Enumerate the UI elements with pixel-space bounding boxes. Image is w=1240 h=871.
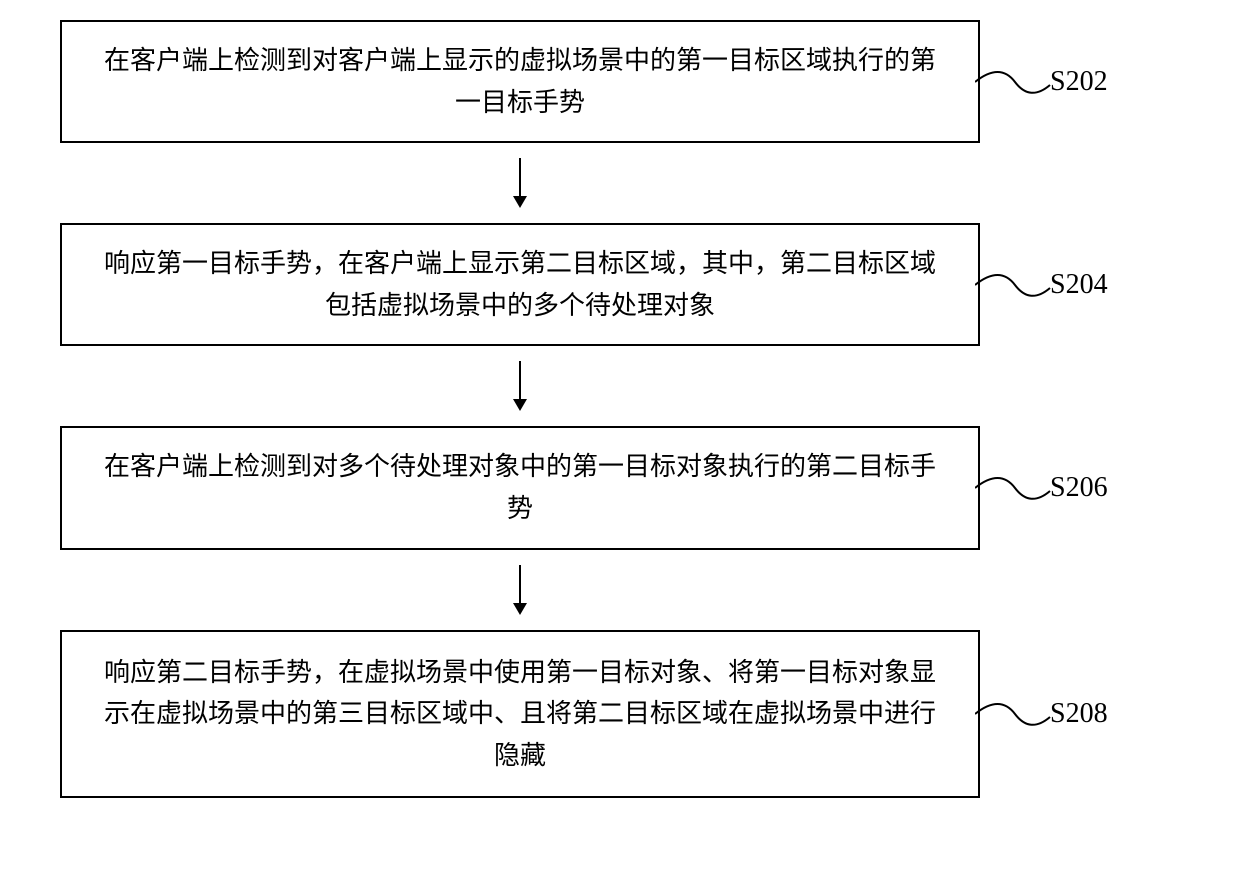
step-label-s202: S202	[1050, 66, 1108, 98]
flowchart-container: 在客户端上检测到对客户端上显示的虚拟场景中的第一目标区域执行的第一目标手势 S2…	[60, 20, 1180, 798]
connector-curve-icon	[975, 57, 1055, 107]
step-label-s204: S204	[1050, 269, 1108, 301]
arrow-container-1	[60, 143, 980, 223]
arrow-down-icon	[510, 565, 530, 615]
step-row-s204: 响应第一目标手势，在客户端上显示第二目标区域，其中，第二目标区域包括虚拟场景中的…	[60, 223, 1180, 346]
label-wrapper-s204: S204	[975, 260, 1108, 310]
step-row-s206: 在客户端上检测到对多个待处理对象中的第一目标对象执行的第二目标手势 S206	[60, 426, 1180, 549]
step-box-s202: 在客户端上检测到对客户端上显示的虚拟场景中的第一目标区域执行的第一目标手势	[60, 20, 980, 143]
step-text-s202: 在客户端上检测到对客户端上显示的虚拟场景中的第一目标区域执行的第一目标手势	[104, 46, 936, 117]
arrow-container-2	[60, 346, 980, 426]
arrow-container-3	[60, 550, 980, 630]
step-box-s206: 在客户端上检测到对多个待处理对象中的第一目标对象执行的第二目标手势	[60, 426, 980, 549]
label-wrapper-s206: S206	[975, 463, 1108, 513]
label-wrapper-s202: S202	[975, 57, 1108, 107]
step-box-s204: 响应第一目标手势，在客户端上显示第二目标区域，其中，第二目标区域包括虚拟场景中的…	[60, 223, 980, 346]
connector-curve-icon	[975, 689, 1055, 739]
connector-curve-icon	[975, 260, 1055, 310]
step-label-s206: S206	[1050, 472, 1108, 504]
step-text-s208: 响应第二目标手势，在虚拟场景中使用第一目标对象、将第一目标对象显示在虚拟场景中的…	[104, 658, 936, 770]
step-label-s208: S208	[1050, 698, 1108, 730]
arrow-down-icon	[510, 361, 530, 411]
step-box-s208: 响应第二目标手势，在虚拟场景中使用第一目标对象、将第一目标对象显示在虚拟场景中的…	[60, 630, 980, 799]
step-text-s204: 响应第一目标手势，在客户端上显示第二目标区域，其中，第二目标区域包括虚拟场景中的…	[104, 249, 936, 320]
step-text-s206: 在客户端上检测到对多个待处理对象中的第一目标对象执行的第二目标手势	[104, 452, 936, 523]
label-wrapper-s208: S208	[975, 689, 1108, 739]
connector-curve-icon	[975, 463, 1055, 513]
arrow-down-icon	[510, 158, 530, 208]
step-row-s208: 响应第二目标手势，在虚拟场景中使用第一目标对象、将第一目标对象显示在虚拟场景中的…	[60, 630, 1180, 799]
step-row-s202: 在客户端上检测到对客户端上显示的虚拟场景中的第一目标区域执行的第一目标手势 S2…	[60, 20, 1180, 143]
